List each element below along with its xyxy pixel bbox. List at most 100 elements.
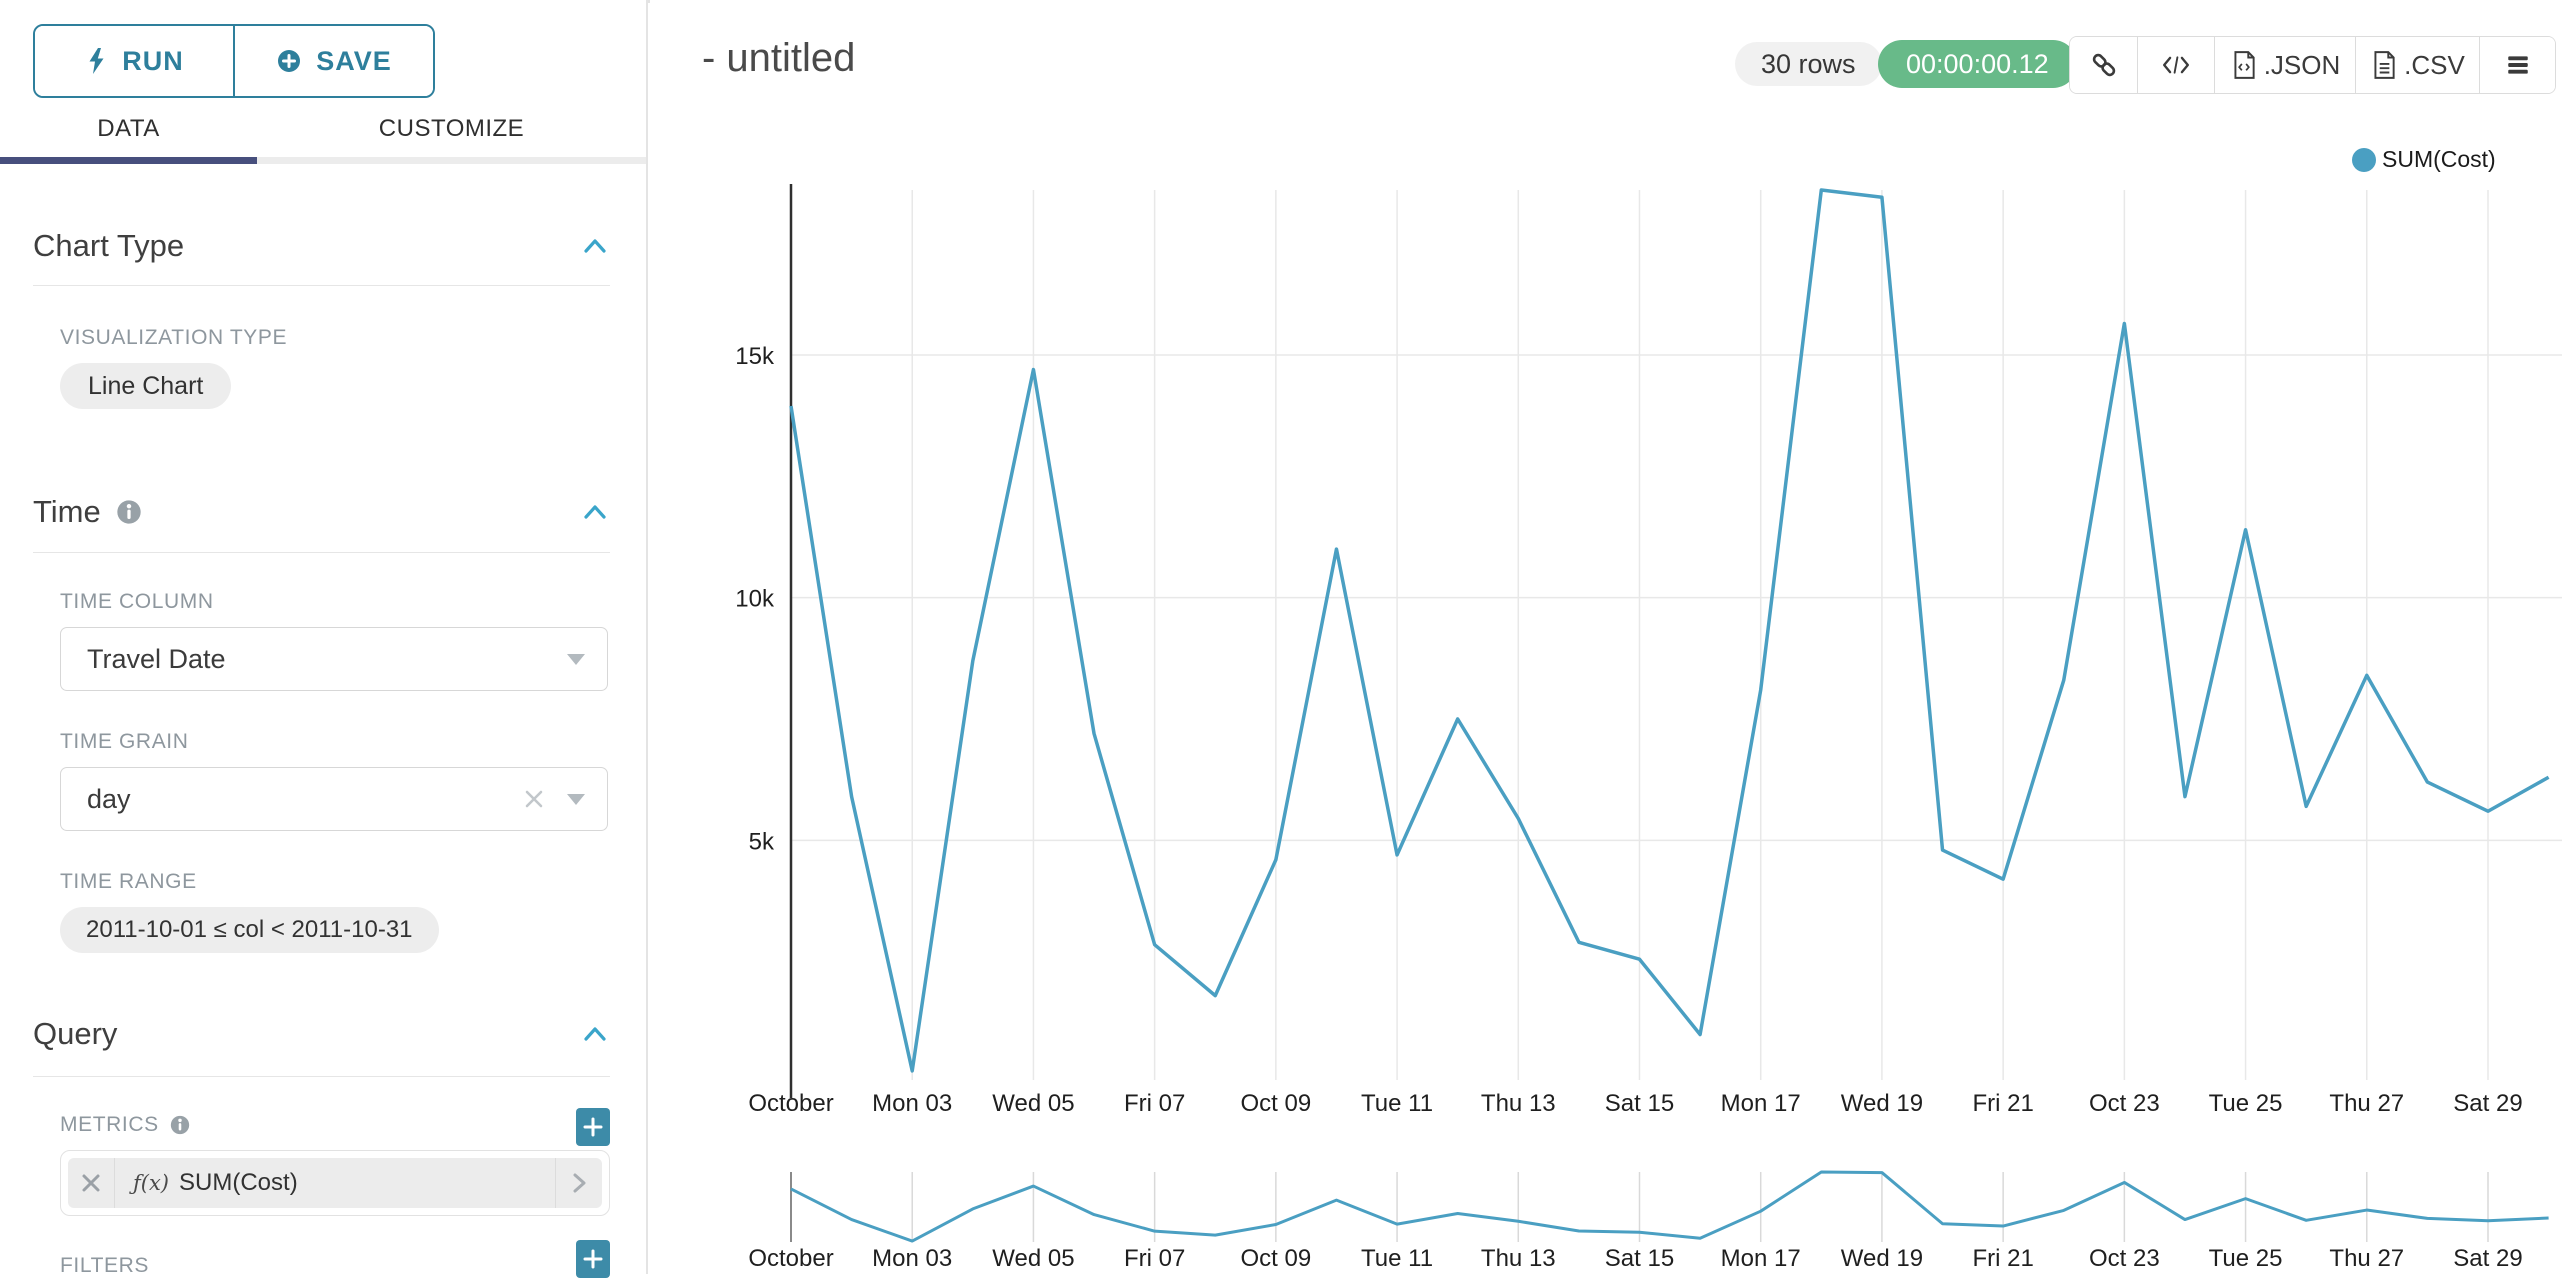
- row-count-label: 30 rows: [1761, 48, 1856, 79]
- section-chart-type-header: Chart Type: [33, 228, 610, 264]
- mini-map-tick-label: Thu 27: [2329, 1245, 2404, 1272]
- section-chart-type-title: Chart Type: [33, 228, 185, 263]
- x-axis-tick-label: Thu 27: [2329, 1090, 2404, 1117]
- mini-map-tick-label: Oct 23: [2089, 1245, 2160, 1272]
- tab-data[interactable]: DATA: [0, 100, 257, 164]
- chart-panel: - untitled 30 rows 00:00:00.12: [650, 0, 2576, 1274]
- x-axis-tick-label: Sat 29: [2453, 1090, 2522, 1117]
- section-divider: [33, 1076, 610, 1077]
- legend-item[interactable]: SUM(Cost): [2352, 146, 2496, 173]
- chart-menu-button[interactable]: [2480, 37, 2555, 93]
- legend-series-dot: [2352, 147, 2376, 172]
- lightning-bolt-icon: [84, 47, 108, 75]
- mini-map-series-line: [790, 1170, 2549, 1243]
- time-range-pill[interactable]: 2011-10-01 ≤ col < 2011-10-31: [60, 907, 439, 953]
- info-icon[interactable]: [115, 498, 143, 526]
- embed-code-button[interactable]: [2138, 37, 2215, 93]
- x-axis-tick-label: Oct 09: [1241, 1090, 1312, 1117]
- line-chart: 5k 10k 15k October Mon 03 Wed 05 Fri 07 Oct 09 T…: [735, 184, 2562, 1272]
- x-axis-tick-label: Mon 17: [1721, 1090, 1801, 1117]
- section-time-header: Time: [33, 494, 610, 530]
- chevron-up-icon[interactable]: [580, 1023, 610, 1045]
- chevron-up-icon[interactable]: [580, 501, 610, 523]
- section-query-title: Query: [33, 1016, 118, 1051]
- y-axis-tick-label: 10k: [735, 586, 775, 613]
- time-range-value: 2011-10-01 ≤ col < 2011-10-31: [86, 916, 413, 943]
- link-icon: [2089, 50, 2119, 80]
- viz-type-pill[interactable]: Line Chart: [60, 363, 232, 409]
- add-filter-button[interactable]: [576, 1240, 610, 1278]
- chevron-right-icon[interactable]: [555, 1158, 602, 1208]
- query-timer-label: 00:00:00.12: [1906, 48, 2049, 79]
- share-link-button[interactable]: [2070, 37, 2138, 93]
- json-file-icon: [2230, 50, 2258, 80]
- chart-title[interactable]: - untitled: [702, 36, 856, 80]
- mini-map-tick-label: Sat 15: [1605, 1245, 1674, 1272]
- chevron-up-icon[interactable]: [580, 235, 610, 257]
- tab-customize[interactable]: CUSTOMIZE: [257, 100, 646, 164]
- time-column-label: TIME COLUMN: [60, 590, 214, 613]
- mini-map-tick-label: Thu 13: [1481, 1245, 1556, 1272]
- tab-data-label: DATA: [97, 114, 160, 142]
- export-json-label: .JSON: [2263, 49, 2341, 80]
- csv-file-icon: [2370, 50, 2398, 80]
- metric-pill[interactable]: ƒ(x) SUM(Cost): [68, 1158, 602, 1208]
- chevron-down-icon: [567, 793, 585, 805]
- time-grain-value: day: [87, 783, 131, 814]
- mini-map-tick-label: Oct 09: [1241, 1245, 1312, 1272]
- mini-map-tick-label: Tue 25: [2209, 1245, 2283, 1272]
- metrics-label: METRICS: [60, 1113, 159, 1136]
- section-time-title: Time: [33, 494, 101, 529]
- explore-control-panel: RUN SAVE DATA CUSTOMIZE Chart Type VISUA…: [0, 0, 648, 1278]
- run-save-button-group: RUN SAVE: [33, 24, 435, 98]
- save-button-label: SAVE: [316, 45, 392, 76]
- x-axis-tick-label: Wed 19: [1841, 1090, 1923, 1117]
- mini-map-tick-label: Fri 07: [1124, 1245, 1185, 1272]
- export-csv-button[interactable]: .CSV: [2356, 37, 2480, 93]
- time-grain-select[interactable]: day: [60, 767, 608, 831]
- clear-icon[interactable]: [523, 788, 545, 810]
- mini-map-brush[interactable]: [790, 1170, 2549, 1243]
- legend-series-label: SUM(Cost): [2382, 146, 2496, 172]
- mini-map-tick-label: Mon 17: [1721, 1245, 1801, 1272]
- mini-map-tick-label: Sat 29: [2453, 1245, 2522, 1272]
- mini-map-tick-label: October: [748, 1245, 833, 1272]
- remove-metric-icon[interactable]: [68, 1158, 115, 1208]
- x-axis-tick-label: Tue 25: [2209, 1090, 2283, 1117]
- time-range-label: TIME RANGE: [60, 870, 197, 893]
- viz-type-label: VISUALIZATION TYPE: [60, 326, 288, 349]
- x-axis-tick-label: Fri 07: [1124, 1090, 1185, 1117]
- tab-customize-label: CUSTOMIZE: [378, 114, 525, 142]
- chevron-down-icon: [567, 653, 585, 665]
- plus-circle-icon: [276, 48, 302, 74]
- x-axis-tick-label: Tue 11: [1361, 1090, 1433, 1117]
- export-csv-label: .CSV: [2404, 49, 2465, 80]
- section-divider: [33, 552, 610, 553]
- viz-type-value: Line Chart: [88, 371, 204, 400]
- query-timer-badge: 00:00:00.12: [1878, 40, 2077, 88]
- x-axis-tick-label: Sat 15: [1605, 1090, 1674, 1117]
- time-column-select[interactable]: Travel Date: [60, 627, 608, 691]
- section-query-header: Query: [33, 1016, 610, 1052]
- run-button[interactable]: RUN: [35, 26, 233, 96]
- metric-item-container: ƒ(x) SUM(Cost): [60, 1150, 610, 1216]
- x-axis-tick-label: Mon 03: [872, 1090, 952, 1117]
- main-series-line: [789, 188, 2550, 1073]
- mini-map-tick-label: Mon 03: [872, 1245, 952, 1272]
- time-column-value: Travel Date: [87, 643, 226, 674]
- export-json-button[interactable]: .JSON: [2215, 37, 2356, 93]
- save-button[interactable]: SAVE: [233, 26, 433, 96]
- add-metric-button[interactable]: [576, 1108, 610, 1146]
- metrics-label-row: METRICS: [60, 1113, 191, 1137]
- y-axis-tick-label: 15k: [735, 343, 775, 370]
- x-axis-tick-label: Oct 23: [2089, 1090, 2160, 1117]
- mini-map-tick-label: Fri 21: [1972, 1245, 2033, 1272]
- section-divider: [33, 285, 610, 286]
- control-tabs: DATA CUSTOMIZE: [0, 100, 646, 164]
- mini-map-tick-label: Tue 11: [1361, 1245, 1433, 1272]
- y-axis-tick-label: 5k: [749, 828, 775, 855]
- time-grain-label: TIME GRAIN: [60, 730, 189, 753]
- info-icon[interactable]: [169, 1114, 191, 1136]
- function-icon: ƒ(x): [133, 1171, 170, 1195]
- filters-label: FILTERS: [60, 1254, 149, 1277]
